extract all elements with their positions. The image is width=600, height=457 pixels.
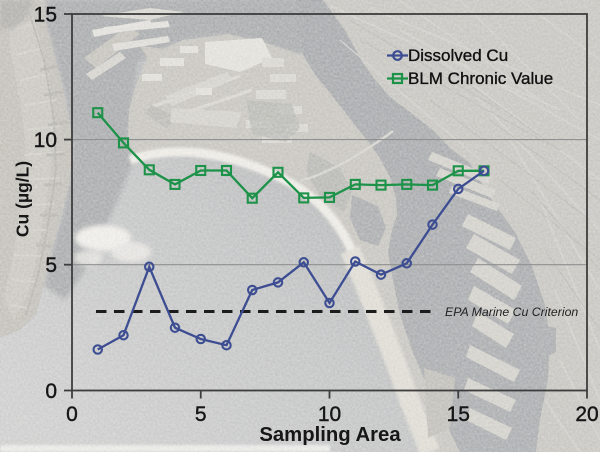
svg-text:EPA Marine Cu Criterion: EPA Marine Cu Criterion [445, 305, 578, 319]
svg-text:Cu (µg/L): Cu (µg/L) [13, 161, 33, 237]
svg-text:Dissolved Cu: Dissolved Cu [408, 46, 508, 65]
svg-text:20: 20 [575, 403, 598, 426]
svg-text:10: 10 [318, 403, 341, 426]
svg-text:0: 0 [66, 403, 78, 426]
svg-text:10: 10 [34, 129, 57, 152]
svg-text:5: 5 [45, 254, 57, 277]
svg-text:5: 5 [195, 403, 207, 426]
svg-text:15: 15 [34, 4, 57, 27]
svg-text:BLM Chronic Value: BLM Chronic Value [408, 69, 553, 88]
svg-text:15: 15 [447, 403, 470, 426]
svg-text:Sampling Area: Sampling Area [259, 424, 401, 446]
svg-text:0: 0 [45, 380, 57, 403]
